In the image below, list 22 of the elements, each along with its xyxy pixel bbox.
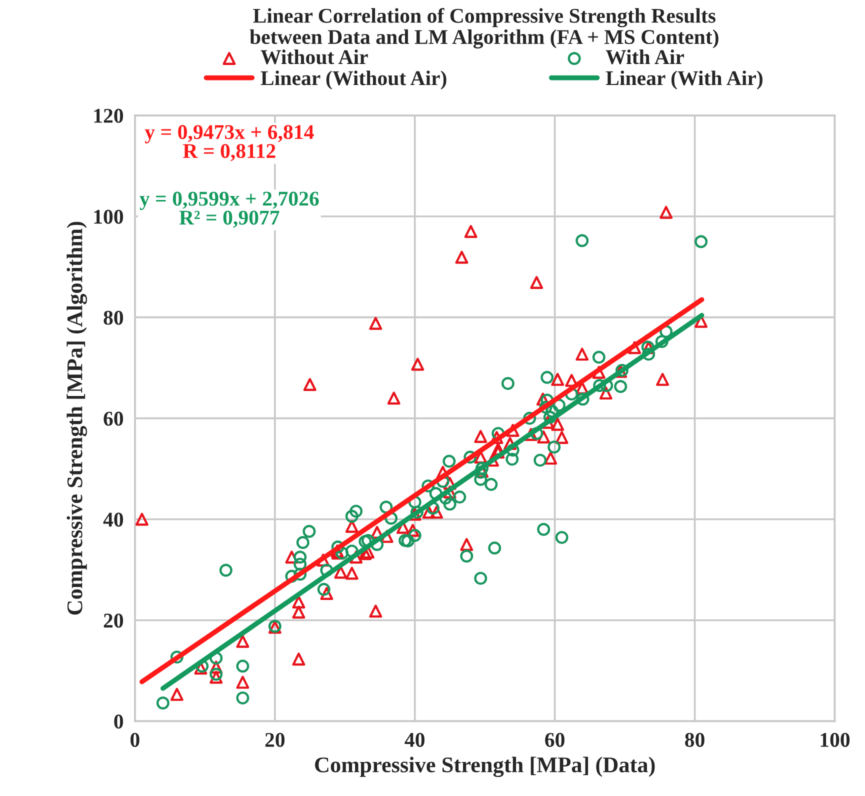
- legend-label: With Air: [606, 49, 684, 64]
- legend-label: Without Air: [260, 49, 368, 64]
- x-axis-title: Compressive Strength [MPa] (Data): [315, 756, 655, 778]
- legend-label: Linear (With Air): [606, 70, 762, 90]
- annotation: y = 0,9599x + 2,7026 R² = 0,9077: [140, 192, 319, 228]
- legend-label: Linear (Without Air): [260, 70, 446, 90]
- x-tick-label: 20: [265, 732, 285, 747]
- y-tick-label: 40: [103, 512, 124, 527]
- y-tick-label: 0: [114, 714, 124, 729]
- y-tick-label: 20: [104, 614, 124, 628]
- x-tick-label: 0: [130, 732, 140, 747]
- x-tick-label: 60: [545, 732, 564, 747]
- y-axis-title: Compressive Strength [MPa] (Algorithm): [66, 222, 88, 615]
- y-tick-label: 100: [94, 210, 124, 224]
- chart-title: Linear Correlation of Compressive Strength Results between Data and LM Algorithm (FA + MS Content): [250, 8, 718, 48]
- x-tick-label: 80: [685, 732, 704, 747]
- x-tick-label: 100: [820, 732, 850, 747]
- y-tick-label: 60: [104, 412, 124, 426]
- y-tick-label: 120: [94, 108, 124, 123]
- x-tick-label: 40: [404, 732, 424, 747]
- y-tick-label: 80: [104, 310, 124, 325]
- annotation: y = 0,9473x + 6,814 R = 0,8112: [144, 125, 314, 162]
